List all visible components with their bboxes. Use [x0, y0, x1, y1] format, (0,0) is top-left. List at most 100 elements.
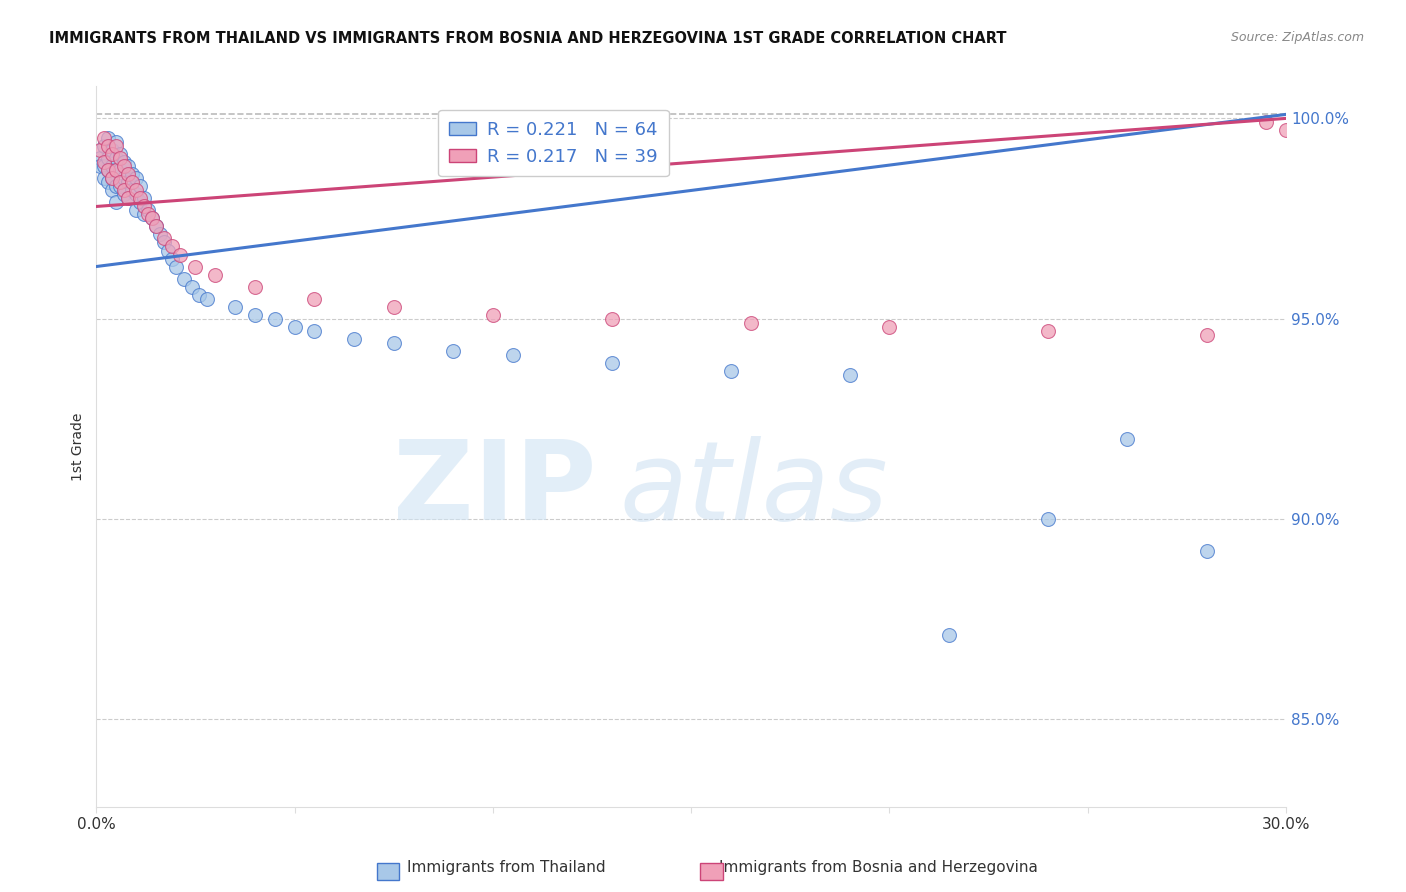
Point [121, 184, 143, 198]
Point [1256, 115, 1278, 129]
Point [1116, 432, 1139, 446]
Point [160, 252, 183, 266]
Point [243, 279, 266, 293]
Point [132, 191, 155, 205]
Point [141, 211, 163, 226]
Point [105, 195, 128, 210]
Point [112, 160, 135, 174]
Point [125, 187, 148, 202]
Point [502, 348, 524, 362]
Point [160, 239, 183, 253]
Point [89, 144, 111, 158]
Point [117, 168, 139, 182]
Point [125, 203, 148, 218]
Point [112, 155, 135, 169]
Point [97, 131, 120, 145]
Text: IMMIGRANTS FROM THAILAND VS IMMIGRANTS FROM BOSNIA AND HERZEGOVINA 1ST GRADE COR: IMMIGRANTS FROM THAILAND VS IMMIGRANTS F… [49, 31, 1007, 46]
Point [117, 160, 139, 174]
Point [108, 152, 131, 166]
Point [152, 231, 174, 245]
Point [101, 147, 124, 161]
Point [93, 160, 115, 174]
Point [108, 163, 131, 178]
Point [121, 176, 143, 190]
Point [97, 176, 120, 190]
Point [1195, 327, 1218, 342]
Point [125, 171, 148, 186]
Point [112, 187, 135, 202]
Point [112, 184, 135, 198]
Point [173, 271, 195, 285]
Point [97, 163, 120, 178]
Text: atlas: atlas [620, 436, 889, 543]
Point [195, 292, 218, 306]
Point [97, 163, 120, 178]
Point [129, 191, 152, 205]
Point [1295, 131, 1317, 145]
Point [89, 152, 111, 166]
Text: Immigrants from Thailand: Immigrants from Thailand [406, 861, 606, 875]
Point [108, 179, 131, 194]
Point [93, 171, 115, 186]
Point [169, 247, 191, 261]
Text: ZIP: ZIP [392, 436, 596, 543]
Point [105, 136, 128, 150]
Point [101, 171, 124, 186]
Point [441, 343, 464, 358]
Point [184, 260, 207, 274]
Point [263, 311, 285, 326]
Point [482, 308, 505, 322]
Point [89, 160, 111, 174]
Point [304, 324, 326, 338]
Point [152, 235, 174, 250]
Point [108, 176, 131, 190]
Point [121, 168, 143, 182]
Text: Source: ZipAtlas.com: Source: ZipAtlas.com [1230, 31, 1364, 45]
Point [180, 279, 202, 293]
Point [740, 316, 762, 330]
Point [101, 160, 124, 174]
Point [97, 139, 120, 153]
Point [284, 319, 307, 334]
Point [112, 171, 135, 186]
Point [101, 184, 124, 198]
Point [136, 203, 159, 218]
Point [125, 184, 148, 198]
Point [141, 211, 163, 226]
Point [117, 191, 139, 205]
Text: Immigrants from Bosnia and Herzegovina: Immigrants from Bosnia and Herzegovina [720, 861, 1038, 875]
Point [105, 163, 128, 178]
Point [1195, 543, 1218, 558]
Point [105, 163, 128, 178]
Point [145, 219, 167, 234]
Point [117, 191, 139, 205]
Point [224, 300, 246, 314]
Point [165, 260, 187, 274]
Point [879, 319, 901, 334]
Point [600, 356, 623, 370]
Point [129, 195, 152, 210]
Point [343, 332, 366, 346]
Point [105, 152, 128, 166]
Point [720, 363, 742, 377]
Point [132, 207, 155, 221]
Point [156, 244, 179, 258]
Point [93, 155, 115, 169]
Point [382, 335, 405, 350]
Point [382, 300, 405, 314]
Point [93, 131, 115, 145]
Point [97, 152, 120, 166]
Point [243, 308, 266, 322]
Point [101, 144, 124, 158]
Point [108, 147, 131, 161]
Point [105, 179, 128, 194]
Point [93, 139, 115, 153]
Y-axis label: 1st Grade: 1st Grade [72, 412, 86, 481]
Point [938, 628, 960, 642]
Point [145, 219, 167, 234]
Point [101, 171, 124, 186]
Point [1275, 123, 1298, 137]
Point [129, 179, 152, 194]
Point [132, 199, 155, 213]
Point [838, 368, 860, 382]
